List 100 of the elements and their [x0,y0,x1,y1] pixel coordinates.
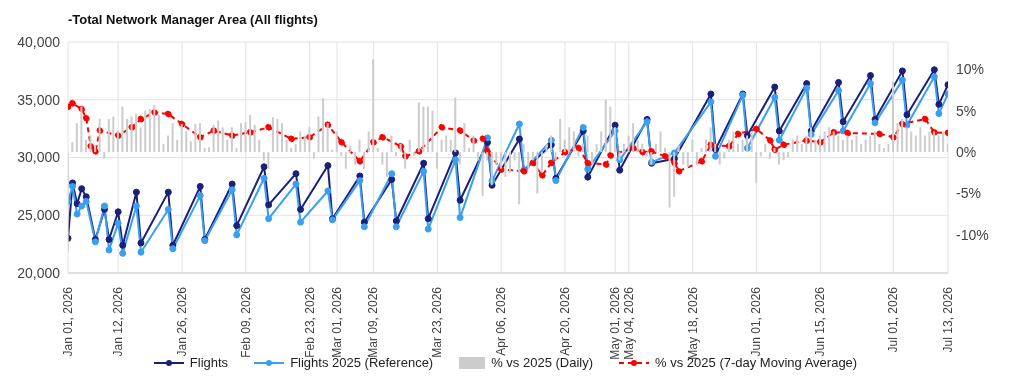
bar [764,143,767,153]
y2-tick-label: -10% [956,226,989,243]
bar [408,139,411,153]
bar [937,135,940,153]
bar [873,131,876,153]
bar [363,152,366,169]
legend-label: Flights [189,355,229,370]
bar [358,139,361,153]
bar [162,143,165,153]
x-tick-label: Jun 01, 2026 [749,286,764,357]
y-tick-label: 30,000 [17,149,61,166]
bar [791,139,794,153]
bar [700,147,703,153]
x-tick-label: Jan 26, 2026 [174,286,189,357]
bar [276,119,279,153]
y-tick-label: 25,000 [17,207,61,224]
bar [281,123,284,153]
bar [942,131,945,153]
x-tick-label: Mar 23, 2026 [430,286,445,358]
bar [75,123,78,153]
bar [395,152,398,157]
bar [244,122,247,153]
bar [837,135,840,153]
bar [290,147,293,153]
bar [285,139,288,153]
bar [536,152,539,194]
bar [914,135,917,153]
x-tick-label: May 01, 2026 [608,286,623,360]
x-tick-label: Apr 06, 2026 [494,286,509,356]
bar [841,139,844,153]
bar [107,119,110,153]
bar [317,116,320,153]
bar [604,99,607,153]
bar [568,127,571,153]
bar [919,127,922,153]
bar [208,147,211,153]
bar [691,139,694,153]
y-tick-label: 20,000 [17,264,61,281]
bar [312,152,315,159]
bar [103,152,106,159]
bar [600,131,603,153]
bar [923,135,926,153]
bar [176,139,179,153]
bar [586,135,589,153]
bar [440,139,443,153]
x-tick-label: Jun 15, 2026 [813,286,828,357]
bar [869,135,872,153]
bar [527,152,530,169]
x-tick-label: Feb 23, 2026 [302,286,317,358]
bar [226,139,229,153]
bar [823,131,826,153]
bar [591,152,594,165]
bar [340,152,343,157]
bar [686,152,689,168]
bar [413,152,416,157]
bar [723,152,726,159]
bar [668,152,671,208]
bar [445,135,448,153]
bar [901,119,904,153]
bar [750,131,753,153]
x-tick-label: Mar 01, 2026 [330,286,345,358]
x-tick-label: Jul 13, 2026 [941,286,955,353]
x-tick-label: Apr 20, 2026 [557,286,572,356]
bar [367,131,370,153]
bar [294,143,297,153]
bar [796,135,799,153]
bar [627,135,630,153]
bar [426,106,429,153]
bar [271,117,274,153]
y-tick-label: 40,000 [17,33,61,50]
y2-tick-label: 10% [956,61,985,78]
bar [828,127,831,153]
bar [477,152,480,161]
bar [481,152,484,196]
bar [878,143,881,153]
bar [349,145,352,153]
bar [768,152,771,159]
bar [778,152,781,165]
bar [559,119,562,153]
bar [887,143,890,153]
bar [344,152,347,169]
bar [203,147,206,153]
y-tick-label: 35,000 [17,91,61,108]
bar [253,124,256,153]
bar [258,139,261,153]
bar [217,120,220,153]
bar [709,127,712,153]
bar [513,152,516,161]
bar [436,152,439,169]
bar [910,131,913,153]
bar [71,142,74,153]
x-tick-label: May 04, 2026 [621,286,636,360]
bar [185,131,188,153]
chart-title: -Total Network Manager Area (All flights) [67,11,319,29]
bar [495,152,498,165]
bar [554,152,557,161]
bar [928,131,931,153]
bar [121,106,124,153]
bar [509,152,511,173]
bar [299,131,302,153]
